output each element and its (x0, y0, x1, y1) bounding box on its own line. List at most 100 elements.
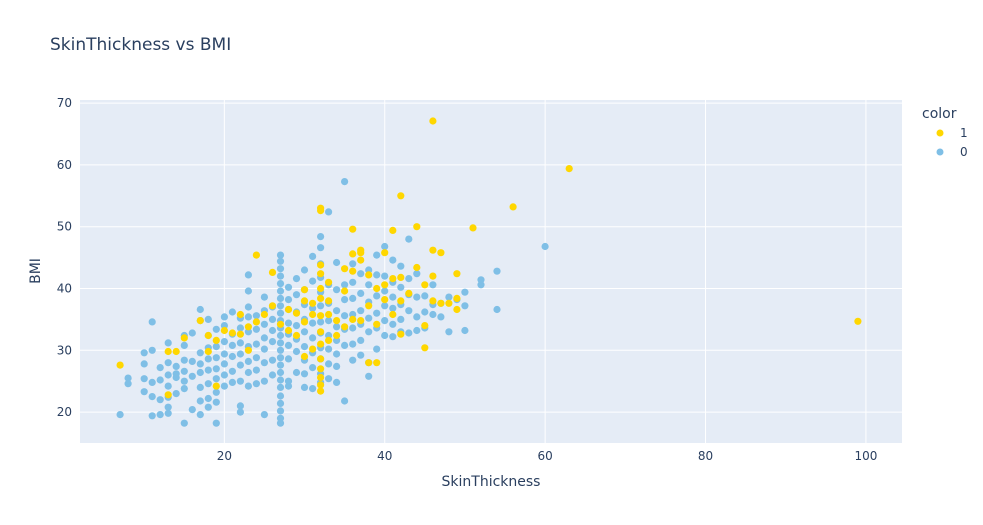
data-point (196, 360, 204, 368)
data-point (309, 334, 317, 342)
data-point (325, 336, 333, 344)
data-point (437, 299, 445, 307)
data-point (276, 309, 285, 317)
data-point (405, 307, 413, 315)
legend-label-0: 0 (960, 145, 968, 159)
data-point (341, 341, 349, 349)
plot-area (80, 100, 902, 443)
data-point (180, 356, 188, 364)
data-point (453, 270, 461, 278)
data-point (333, 286, 341, 294)
x-tick-label: 80 (698, 449, 713, 463)
data-point (429, 272, 437, 280)
data-point (180, 334, 188, 342)
data-point (477, 281, 485, 289)
data-point (292, 275, 301, 283)
data-point (236, 324, 244, 332)
data-point (236, 330, 244, 338)
data-point (220, 338, 228, 346)
data-point (437, 249, 445, 257)
data-point (252, 312, 260, 320)
data-point (365, 281, 373, 289)
data-point (309, 310, 317, 319)
data-point (124, 374, 132, 382)
data-point (156, 396, 164, 404)
data-point (461, 288, 469, 296)
data-point (276, 265, 285, 273)
data-point (373, 271, 381, 279)
data-point (260, 310, 268, 319)
data-point (309, 385, 317, 393)
data-point (317, 387, 325, 395)
data-point (349, 267, 357, 275)
x-axis-ticks: 20 40 60 80 100 (217, 449, 878, 463)
data-point (260, 377, 268, 385)
data-point (204, 403, 212, 411)
data-point (284, 341, 293, 349)
data-point (365, 359, 373, 367)
data-point (421, 281, 429, 289)
data-point (477, 276, 485, 284)
data-point (309, 252, 317, 260)
data-point (405, 275, 413, 283)
data-point (445, 293, 453, 301)
data-point (397, 192, 405, 200)
data-point (156, 364, 164, 372)
data-point (325, 208, 333, 216)
data-point (469, 224, 477, 232)
data-point (397, 297, 405, 305)
data-point (300, 383, 309, 391)
data-point (212, 336, 220, 344)
data-point (276, 414, 285, 422)
data-point (268, 302, 277, 310)
data-point (357, 289, 365, 297)
data-point (212, 419, 220, 427)
legend-item-1[interactable]: 1 (936, 126, 968, 140)
data-point (421, 322, 429, 330)
data-point (309, 299, 317, 307)
x-tick-label: 20 (217, 449, 232, 463)
data-point (116, 411, 124, 419)
data-point (381, 296, 389, 304)
data-point (276, 399, 285, 407)
data-point (493, 305, 501, 314)
data-point (565, 165, 573, 173)
data-point (389, 293, 397, 301)
data-point (276, 257, 285, 265)
data-point (325, 317, 333, 325)
data-point (268, 338, 277, 346)
data-point (212, 354, 220, 362)
legend-item-0[interactable]: 0 (936, 145, 968, 159)
data-point (236, 361, 244, 369)
data-point (365, 302, 373, 310)
data-point (212, 388, 220, 396)
data-point (260, 320, 268, 328)
data-point (228, 308, 236, 316)
legend[interactable]: color 1 0 (922, 106, 968, 159)
data-point (357, 317, 365, 325)
data-point (389, 310, 397, 319)
data-point (405, 289, 413, 297)
data-point (429, 281, 437, 289)
data-point (220, 371, 228, 379)
data-point (260, 345, 268, 353)
data-point (509, 203, 517, 211)
data-point (204, 331, 212, 340)
y-tick-label: 40 (57, 281, 72, 295)
data-point (429, 310, 437, 319)
data-point (244, 287, 252, 295)
data-point (349, 225, 357, 233)
data-point (268, 356, 277, 364)
data-point (333, 317, 341, 325)
data-point (405, 235, 413, 243)
data-point (317, 328, 325, 336)
data-point (413, 326, 421, 335)
data-point (341, 178, 349, 186)
data-point (421, 308, 429, 316)
data-point (236, 310, 244, 319)
data-point (172, 390, 180, 398)
data-point (148, 318, 156, 326)
data-point (381, 281, 389, 289)
data-point (373, 284, 381, 293)
data-point (381, 287, 389, 295)
